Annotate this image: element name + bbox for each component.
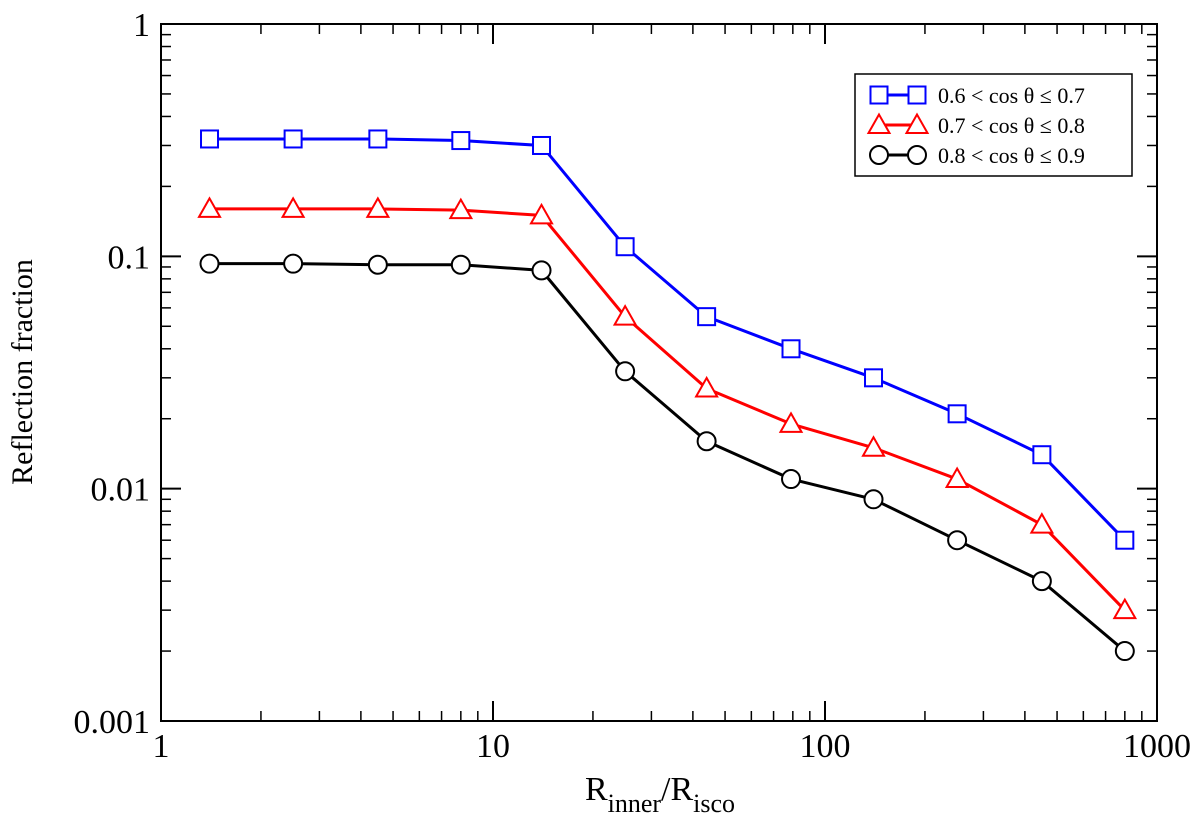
- data-point-circle: [531, 260, 552, 281]
- data-point-triangle: [280, 196, 306, 218]
- tick-labels: 1 10 100 1000 0.001 0.01 0.1 1: [74, 7, 1192, 765]
- series-line-triangle: [209, 207, 1126, 612]
- legend-marker-circle: [907, 145, 927, 165]
- data-point-circle: [781, 469, 802, 490]
- plot-frame: [160, 23, 1158, 722]
- series-circle: [199, 253, 1135, 662]
- y-tick-label: 0.001: [74, 704, 151, 741]
- minor-ticks: [161, 24, 1157, 721]
- data-point-square: [200, 129, 220, 149]
- data-point-triangle: [612, 304, 638, 326]
- data-point-triangle: [944, 466, 970, 489]
- x-tick-label: 1: [153, 728, 170, 765]
- data-point-square: [451, 131, 471, 151]
- data-point-circle: [283, 253, 304, 274]
- data-point-square: [781, 339, 801, 359]
- data-point-square: [697, 307, 717, 327]
- legend-marker-triangle: [866, 112, 892, 134]
- data-point-circle: [450, 254, 471, 275]
- series-line-circle: [209, 262, 1126, 653]
- legend: 0.6 < cos θ ≤ 0.7 0.7 < cos θ ≤ 0.8 0.8 < …: [854, 73, 1133, 177]
- data-point-square: [864, 368, 884, 388]
- y-axis-label: Reflection fraction: [6, 259, 39, 485]
- data-point-triangle: [365, 196, 391, 218]
- data-point-triangle: [197, 196, 222, 218]
- data-point-square: [1115, 530, 1135, 550]
- data-point-triangle: [694, 375, 719, 398]
- data-point-square: [947, 404, 967, 424]
- data-point-circle: [199, 253, 220, 274]
- x-axis-label: Rinner/Risco: [585, 771, 735, 818]
- legend-item: 0.8 < cos θ ≤ 0.9: [869, 143, 1085, 168]
- data-point-circle: [863, 489, 884, 510]
- data-point-triangle: [448, 197, 474, 220]
- x-tick-label: 1000: [1123, 728, 1191, 765]
- data-point-triangle: [529, 202, 554, 225]
- data-point-triangle: [861, 435, 886, 457]
- data-point-circle: [1031, 571, 1052, 592]
- x-tick-label: 100: [800, 728, 851, 765]
- data-point-square: [283, 129, 303, 149]
- data-point-circle: [696, 431, 717, 452]
- x-tick-label: 10: [476, 728, 510, 765]
- series-line-square: [209, 137, 1126, 542]
- legend-label: 0.7 < cos θ ≤ 0.8: [938, 113, 1085, 138]
- legend-label: 0.6 < cos θ ≤ 0.7: [938, 83, 1085, 108]
- data-point-circle: [1114, 641, 1135, 662]
- legend-item: 0.6 < cos θ ≤ 0.7: [869, 83, 1085, 108]
- data-point-circle: [947, 530, 968, 551]
- data-point-square: [532, 135, 552, 155]
- y-tick-label: 0.1: [108, 239, 151, 276]
- legend-marker-triangle: [904, 112, 930, 134]
- series-triangle: [197, 196, 1138, 620]
- series-layer: [197, 129, 1138, 662]
- y-tick-label: 1: [133, 7, 150, 44]
- legend-item: 0.7 < cos θ ≤ 0.8: [866, 112, 1085, 138]
- data-point-triangle: [1112, 597, 1138, 620]
- data-point-circle: [615, 361, 636, 382]
- data-point-triangle: [1029, 512, 1055, 534]
- legend-marker-square: [869, 85, 889, 105]
- data-point-square: [615, 237, 635, 257]
- series-square: [200, 129, 1135, 550]
- legend-label: 0.8 < cos θ ≤ 0.9: [938, 143, 1085, 168]
- data-point-triangle: [778, 411, 804, 433]
- data-point-square: [368, 129, 388, 149]
- data-point-circle: [367, 254, 388, 275]
- data-point-square: [1032, 445, 1052, 465]
- major-ticks: [160, 23, 1158, 722]
- legend-marker-square: [907, 85, 927, 105]
- y-tick-label: 0.01: [91, 472, 151, 509]
- legend-marker-circle: [869, 145, 889, 165]
